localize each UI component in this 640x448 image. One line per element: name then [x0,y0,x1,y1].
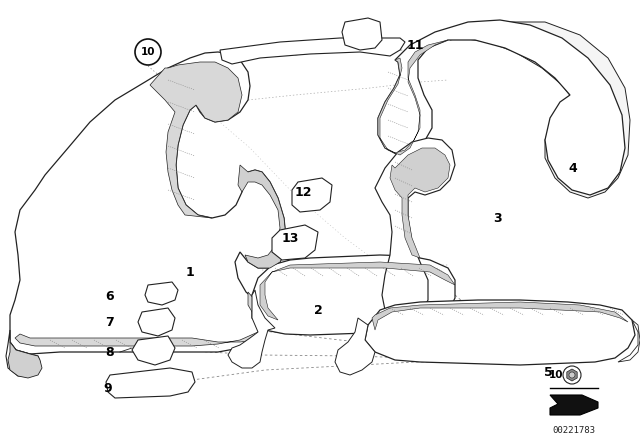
Circle shape [569,372,575,378]
Polygon shape [372,302,628,330]
Polygon shape [272,225,318,260]
Polygon shape [342,18,382,50]
Text: 8: 8 [106,345,115,358]
Polygon shape [375,138,455,322]
Polygon shape [132,336,175,365]
Polygon shape [252,255,455,335]
Polygon shape [228,290,275,368]
Text: 9: 9 [104,382,112,395]
Text: 12: 12 [294,185,312,198]
Polygon shape [378,40,448,155]
Polygon shape [10,52,286,354]
Text: 10: 10 [141,47,156,57]
Text: 11: 11 [406,39,424,52]
Polygon shape [150,62,242,218]
Polygon shape [292,178,332,212]
Polygon shape [550,395,598,415]
Polygon shape [106,368,195,398]
Polygon shape [15,292,262,346]
Polygon shape [335,318,375,375]
Polygon shape [138,308,175,336]
Text: 2: 2 [314,303,323,316]
Polygon shape [6,330,40,376]
Circle shape [135,39,161,65]
Text: 00221783: 00221783 [552,426,595,435]
Polygon shape [260,262,455,320]
Circle shape [563,366,581,384]
Polygon shape [8,342,42,378]
Text: 6: 6 [106,289,115,302]
Text: 4: 4 [568,161,577,175]
Polygon shape [567,369,577,381]
Text: 3: 3 [493,211,502,224]
Polygon shape [238,165,286,268]
Polygon shape [618,320,640,362]
Polygon shape [220,38,405,64]
Text: 1: 1 [186,266,195,279]
Polygon shape [450,22,630,198]
Text: 5: 5 [543,366,552,379]
Polygon shape [378,20,625,195]
Text: 13: 13 [282,232,299,245]
Polygon shape [145,282,178,305]
Text: 7: 7 [106,315,115,328]
Polygon shape [365,300,635,365]
Polygon shape [390,148,450,258]
Text: 10: 10 [548,370,563,380]
